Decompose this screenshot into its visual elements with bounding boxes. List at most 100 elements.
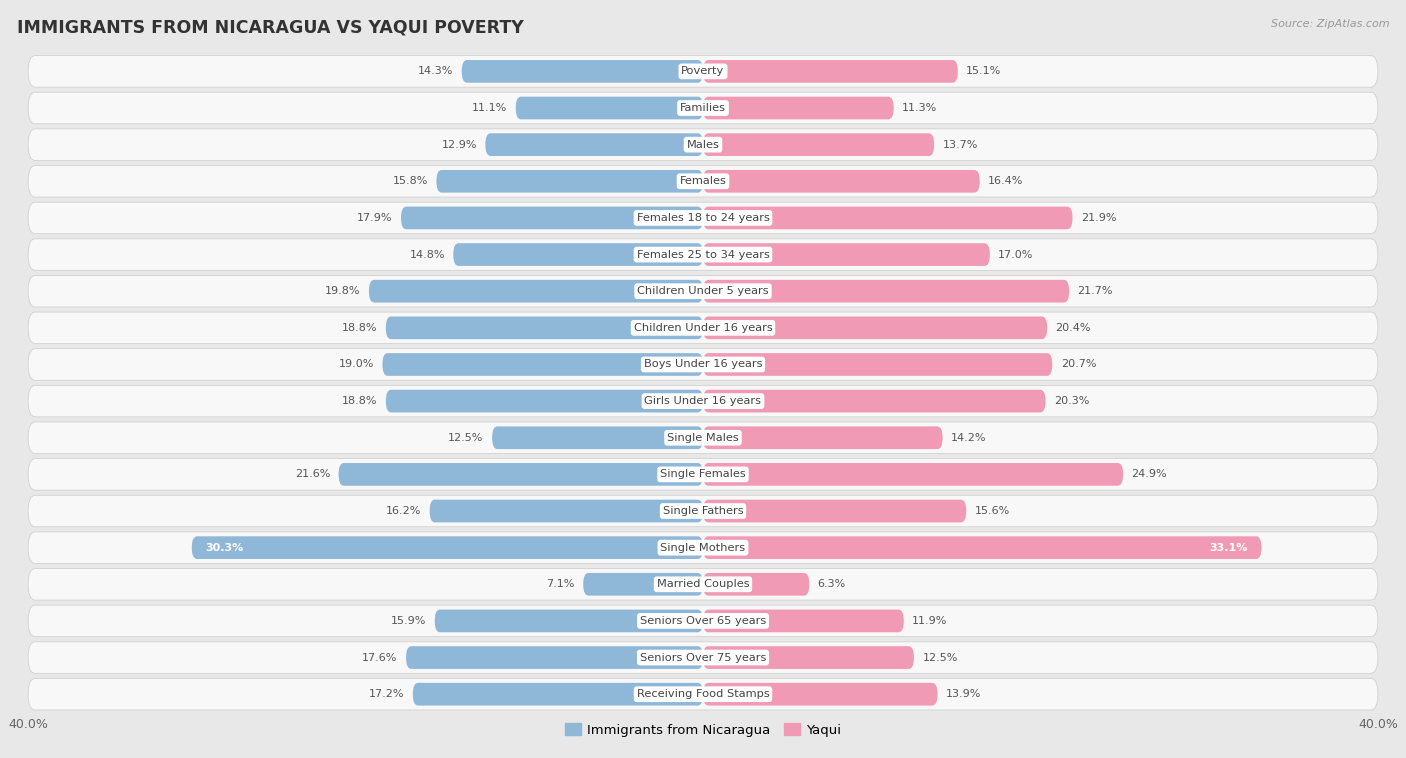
Text: Females 25 to 34 years: Females 25 to 34 years: [637, 249, 769, 259]
FancyBboxPatch shape: [28, 422, 1378, 453]
Text: Single Mothers: Single Mothers: [661, 543, 745, 553]
Text: Boys Under 16 years: Boys Under 16 years: [644, 359, 762, 369]
FancyBboxPatch shape: [385, 317, 703, 339]
FancyBboxPatch shape: [703, 280, 1069, 302]
Text: Females: Females: [679, 177, 727, 186]
FancyBboxPatch shape: [28, 55, 1378, 87]
FancyBboxPatch shape: [385, 390, 703, 412]
Text: 13.9%: 13.9%: [946, 689, 981, 699]
Text: Single Males: Single Males: [666, 433, 740, 443]
Text: 17.2%: 17.2%: [368, 689, 405, 699]
Text: IMMIGRANTS FROM NICARAGUA VS YAQUI POVERTY: IMMIGRANTS FROM NICARAGUA VS YAQUI POVER…: [17, 19, 523, 37]
Text: Single Fathers: Single Fathers: [662, 506, 744, 516]
FancyBboxPatch shape: [434, 609, 703, 632]
Text: Seniors Over 75 years: Seniors Over 75 years: [640, 653, 766, 662]
FancyBboxPatch shape: [703, 170, 980, 193]
Text: 11.3%: 11.3%: [903, 103, 938, 113]
Text: 19.8%: 19.8%: [325, 287, 360, 296]
Text: 21.9%: 21.9%: [1081, 213, 1116, 223]
Text: 16.4%: 16.4%: [988, 177, 1024, 186]
FancyBboxPatch shape: [430, 500, 703, 522]
FancyBboxPatch shape: [703, 500, 966, 522]
FancyBboxPatch shape: [28, 129, 1378, 161]
Text: 20.7%: 20.7%: [1060, 359, 1097, 369]
Text: Children Under 5 years: Children Under 5 years: [637, 287, 769, 296]
Text: 24.9%: 24.9%: [1132, 469, 1167, 479]
Text: 12.5%: 12.5%: [449, 433, 484, 443]
Text: 18.8%: 18.8%: [342, 323, 377, 333]
FancyBboxPatch shape: [703, 243, 990, 266]
Text: Families: Families: [681, 103, 725, 113]
FancyBboxPatch shape: [28, 385, 1378, 417]
FancyBboxPatch shape: [703, 427, 942, 449]
Text: 14.8%: 14.8%: [409, 249, 444, 259]
FancyBboxPatch shape: [339, 463, 703, 486]
FancyBboxPatch shape: [28, 532, 1378, 563]
Text: Girls Under 16 years: Girls Under 16 years: [644, 396, 762, 406]
FancyBboxPatch shape: [703, 353, 1052, 376]
Text: Single Females: Single Females: [661, 469, 745, 479]
FancyBboxPatch shape: [461, 60, 703, 83]
FancyBboxPatch shape: [406, 647, 703, 669]
Text: 20.4%: 20.4%: [1056, 323, 1091, 333]
FancyBboxPatch shape: [28, 165, 1378, 197]
FancyBboxPatch shape: [703, 609, 904, 632]
Text: 6.3%: 6.3%: [818, 579, 846, 589]
Text: 21.7%: 21.7%: [1077, 287, 1114, 296]
FancyBboxPatch shape: [703, 390, 1046, 412]
Text: 15.1%: 15.1%: [966, 67, 1001, 77]
FancyBboxPatch shape: [401, 207, 703, 229]
FancyBboxPatch shape: [485, 133, 703, 156]
FancyBboxPatch shape: [703, 97, 894, 119]
FancyBboxPatch shape: [368, 280, 703, 302]
FancyBboxPatch shape: [191, 537, 703, 559]
Text: Receiving Food Stamps: Receiving Food Stamps: [637, 689, 769, 699]
FancyBboxPatch shape: [28, 275, 1378, 307]
FancyBboxPatch shape: [28, 459, 1378, 490]
FancyBboxPatch shape: [703, 537, 1261, 559]
Text: 7.1%: 7.1%: [547, 579, 575, 589]
FancyBboxPatch shape: [382, 353, 703, 376]
Text: 33.1%: 33.1%: [1209, 543, 1249, 553]
Text: 17.9%: 17.9%: [357, 213, 392, 223]
Text: Source: ZipAtlas.com: Source: ZipAtlas.com: [1271, 19, 1389, 29]
FancyBboxPatch shape: [413, 683, 703, 706]
Text: 30.3%: 30.3%: [205, 543, 243, 553]
FancyBboxPatch shape: [28, 605, 1378, 637]
Text: 14.2%: 14.2%: [950, 433, 987, 443]
Text: 15.8%: 15.8%: [392, 177, 427, 186]
FancyBboxPatch shape: [703, 133, 934, 156]
Text: 12.9%: 12.9%: [441, 139, 477, 149]
FancyBboxPatch shape: [28, 642, 1378, 673]
Text: Children Under 16 years: Children Under 16 years: [634, 323, 772, 333]
FancyBboxPatch shape: [703, 463, 1123, 486]
FancyBboxPatch shape: [703, 60, 957, 83]
Text: 16.2%: 16.2%: [385, 506, 422, 516]
Text: Seniors Over 65 years: Seniors Over 65 years: [640, 616, 766, 626]
FancyBboxPatch shape: [436, 170, 703, 193]
FancyBboxPatch shape: [492, 427, 703, 449]
Text: 17.6%: 17.6%: [363, 653, 398, 662]
FancyBboxPatch shape: [703, 317, 1047, 339]
Text: 15.6%: 15.6%: [974, 506, 1010, 516]
Text: 17.0%: 17.0%: [998, 249, 1033, 259]
Text: Females 18 to 24 years: Females 18 to 24 years: [637, 213, 769, 223]
FancyBboxPatch shape: [516, 97, 703, 119]
FancyBboxPatch shape: [583, 573, 703, 596]
Text: 11.9%: 11.9%: [912, 616, 948, 626]
Text: 18.8%: 18.8%: [342, 396, 377, 406]
Text: 13.7%: 13.7%: [942, 139, 979, 149]
Text: 14.3%: 14.3%: [418, 67, 453, 77]
FancyBboxPatch shape: [703, 573, 810, 596]
FancyBboxPatch shape: [28, 349, 1378, 381]
FancyBboxPatch shape: [453, 243, 703, 266]
FancyBboxPatch shape: [28, 678, 1378, 710]
Legend: Immigrants from Nicaragua, Yaqui: Immigrants from Nicaragua, Yaqui: [560, 719, 846, 742]
Text: 15.9%: 15.9%: [391, 616, 426, 626]
Text: Poverty: Poverty: [682, 67, 724, 77]
FancyBboxPatch shape: [28, 92, 1378, 124]
FancyBboxPatch shape: [28, 239, 1378, 271]
FancyBboxPatch shape: [703, 683, 938, 706]
FancyBboxPatch shape: [28, 495, 1378, 527]
Text: 12.5%: 12.5%: [922, 653, 957, 662]
